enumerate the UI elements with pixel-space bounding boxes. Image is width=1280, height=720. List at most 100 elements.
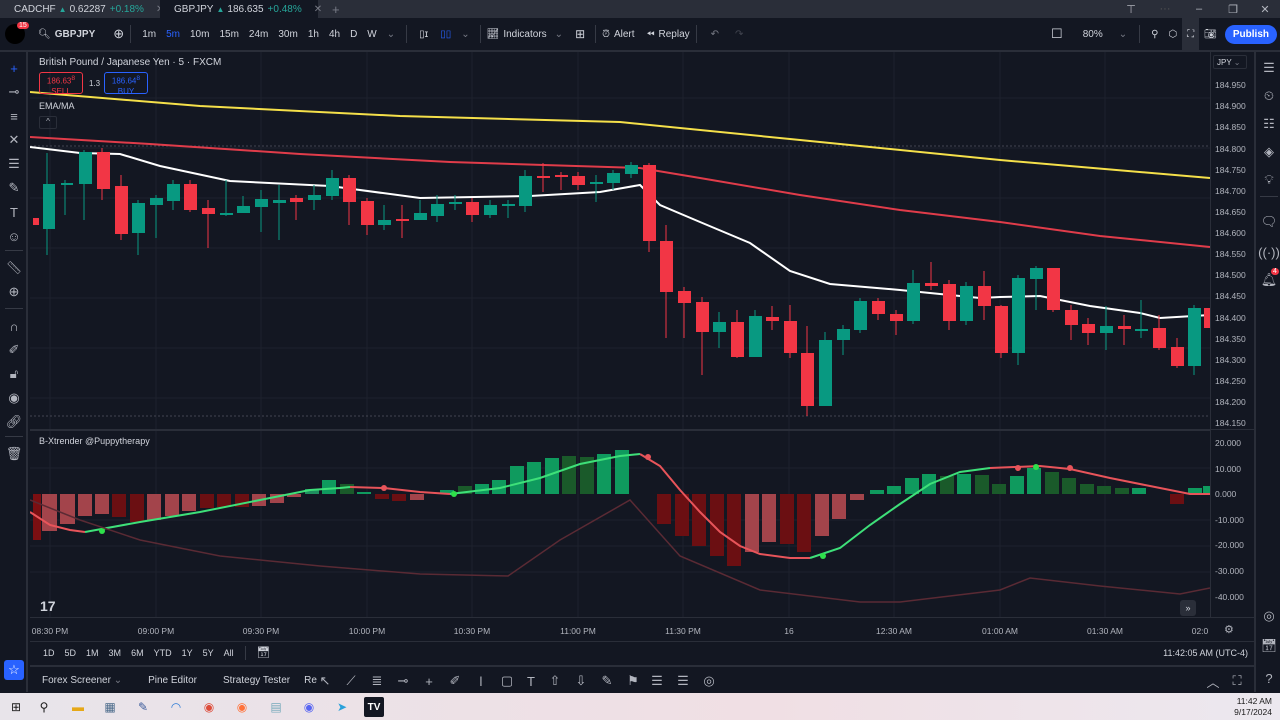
chevron-down-icon[interactable]: ⌄	[461, 28, 470, 40]
telegram-icon[interactable]: ➤	[336, 700, 348, 714]
sell-button[interactable]: 186.638 SELL	[39, 72, 83, 96]
vertical-line-tool-icon[interactable]: ǀ	[479, 673, 483, 689]
clock-timezone[interactable]: 11:42:05 AM (UTC-4)	[1163, 647, 1248, 658]
firefox-icon[interactable]: ◉	[236, 700, 248, 714]
range-3m[interactable]: 3M	[108, 647, 122, 658]
system-clock[interactable]: 11:42 AM 9/17/2024	[1234, 696, 1272, 718]
new-tab-button[interactable]: +	[332, 1, 340, 17]
long-position-tool-icon[interactable]: ☰	[651, 673, 663, 688]
arrow-down-tool-icon[interactable]: ⇩	[575, 673, 587, 688]
watchlist-star-icon[interactable]: ☆	[4, 660, 24, 680]
link-icon[interactable]: 🔗︎	[5, 414, 23, 429]
ema-ma-indicator-label[interactable]: EMA/MA	[39, 101, 75, 111]
candle-type-button[interactable]: ▯▯	[434, 17, 457, 51]
chevron-down-icon[interactable]: ⌄	[386, 28, 396, 40]
chart-canvas[interactable]: British Pound / Japanese Yen · 5 · FXCM …	[30, 52, 1210, 617]
price-axis[interactable]: JPY ⌄ 184.950 184.900 184.850 184.800 18…	[1210, 52, 1255, 617]
range-1m[interactable]: 1M	[86, 647, 99, 658]
more-icon[interactable]: ···	[1159, 3, 1171, 15]
fib-lines-icon[interactable]: ≡	[10, 108, 18, 124]
timeframe-24m[interactable]: 24m	[248, 28, 269, 40]
layout-icon[interactable]: ⊤	[1126, 3, 1136, 16]
pen-tool-icon[interactable]: ✎	[601, 673, 613, 688]
horizontal-ray-tool-icon[interactable]: ⊸	[397, 673, 409, 688]
replay-button[interactable]: ⏪︎ Replay	[647, 17, 690, 51]
timeframe-d[interactable]: D	[350, 28, 358, 40]
minimize-button[interactable]: –	[1195, 3, 1203, 15]
time-axis[interactable]: 08:30 PM 09:00 PM 09:30 PM 10:00 PM 10:3…	[30, 617, 1254, 641]
publish-button[interactable]: Publish	[1222, 17, 1280, 51]
alerts-clock-icon[interactable]: ⏲	[1263, 88, 1275, 103]
layouts-grid-icon[interactable]: ⊞	[575, 27, 586, 41]
range-5d[interactable]: 5D	[64, 647, 77, 658]
goto-date-icon[interactable]: 📅︎	[256, 647, 271, 659]
collapse-panel-icon[interactable]: ︿	[1206, 674, 1220, 690]
maximize-panel-icon[interactable]: ⛶	[1232, 673, 1242, 688]
chrome-icon[interactable]: ◉	[203, 700, 215, 714]
tab-forex-screener[interactable]: Forex Screener ⌄	[30, 675, 136, 686]
timeframe-1m[interactable]: 1m	[142, 28, 157, 40]
unlock-icon[interactable]: 🔓︎	[9, 366, 19, 381]
layers-icon[interactable]: ◈	[1264, 144, 1274, 159]
tab-pine-editor[interactable]: Pine Editor	[148, 674, 198, 686]
timeframe-4h[interactable]: 4h	[328, 28, 341, 40]
brush-tool-icon[interactable]: ✐	[449, 673, 461, 688]
horizontal-lines-tool-icon[interactable]: ≣	[371, 673, 383, 688]
trash-icon[interactable]: 🗑︎	[5, 446, 23, 461]
watchlist-icon[interactable]: ☰	[1263, 60, 1275, 75]
currency-select[interactable]: JPY ⌄	[1213, 55, 1247, 69]
file-explorer-icon[interactable]: ▬	[72, 700, 84, 714]
notes-icon[interactable]: ▤	[270, 700, 282, 714]
lock-drawing-icon[interactable]: ✐	[8, 342, 20, 357]
scroll-to-realtime-button[interactable]: »	[1180, 600, 1196, 616]
windows-start-icon[interactable]: ⊞	[10, 700, 22, 714]
dom-target-icon[interactable]: ◎	[1263, 608, 1275, 623]
collapse-legend-button[interactable]: ^	[39, 116, 57, 129]
data-window-icon[interactable]: ☷	[1263, 116, 1275, 131]
range-1d[interactable]: 1D	[43, 647, 55, 658]
chevron-down-icon[interactable]: ⌄	[554, 28, 564, 40]
buy-button[interactable]: 186.648 BUY	[104, 72, 148, 96]
undo-button[interactable]: ↶	[710, 28, 720, 40]
cursor-tool-icon[interactable]: ↖	[319, 673, 331, 688]
zoom-in-icon[interactable]: ⊕	[8, 284, 20, 299]
browser-app-icon[interactable]: ◠	[170, 700, 182, 714]
ideas-lightbulb-icon[interactable]: 💡︎	[1264, 172, 1274, 187]
calculator-icon[interactable]: ▦	[104, 700, 116, 714]
user-avatar[interactable]: 15	[0, 17, 30, 51]
help-icon[interactable]: ?	[1265, 670, 1273, 686]
alert-button[interactable]: ⏰︎ Alert	[602, 17, 634, 51]
browser-tab-cadchf[interactable]: CADCHF ▲ 0.62287 +0.18% ✕	[0, 0, 164, 18]
close-window-button[interactable]: ✕	[1260, 3, 1270, 16]
indicators-button[interactable]: 📈︎ Indicators	[487, 17, 547, 51]
eye-icon[interactable]: ◉	[8, 390, 20, 405]
compare-symbol-button[interactable]: ⊕	[113, 26, 125, 41]
forecast-icon[interactable]: ☰	[8, 156, 20, 171]
restore-button[interactable]: ❐	[1228, 3, 1238, 16]
notifications-bell-icon[interactable]: 🔔︎ 4	[1260, 268, 1279, 287]
timeframe-15m[interactable]: 15m	[219, 28, 239, 40]
flag-tool-icon[interactable]: ⚑	[627, 673, 639, 688]
crosshair-icon[interactable]: +	[10, 60, 18, 76]
arrow-up-tool-icon[interactable]: ⇧	[549, 673, 561, 688]
text-tool-icon[interactable]: T	[527, 673, 535, 689]
browser-tab-gbpjpy[interactable]: GBPJPY ▲ 186.635 +0.48% ✕	[160, 0, 322, 18]
range-all[interactable]: All	[223, 647, 234, 658]
calendar-icon[interactable]: 📅︎	[1260, 638, 1278, 653]
redo-button[interactable]: ↷	[735, 28, 744, 40]
quick-search-icon[interactable]: ⚲	[1151, 28, 1159, 40]
emoji-icon[interactable]: ☺	[7, 228, 21, 244]
chat-icon[interactable]: 🗨︎	[1260, 214, 1278, 229]
trend-line-tool-icon[interactable]: ⟋	[346, 673, 356, 688]
brush-icon[interactable]: ✎	[8, 180, 20, 195]
zoom-select[interactable]: 80% ⌄	[1077, 17, 1133, 51]
range-ytd[interactable]: YTD	[153, 647, 172, 658]
rectangle-tool-icon[interactable]: ▢	[500, 673, 514, 688]
camera-icon[interactable]: 📷︎	[1204, 28, 1217, 40]
ruler-icon[interactable]: 📏︎	[5, 260, 23, 275]
crosshair-tool-icon[interactable]: +	[425, 673, 433, 689]
search-icon[interactable]: ⚲	[39, 700, 49, 714]
fullscreen-icon[interactable]: ⛶	[1182, 17, 1200, 51]
close-tab-icon[interactable]: ✕	[313, 3, 323, 15]
text-icon[interactable]: T	[10, 204, 18, 220]
